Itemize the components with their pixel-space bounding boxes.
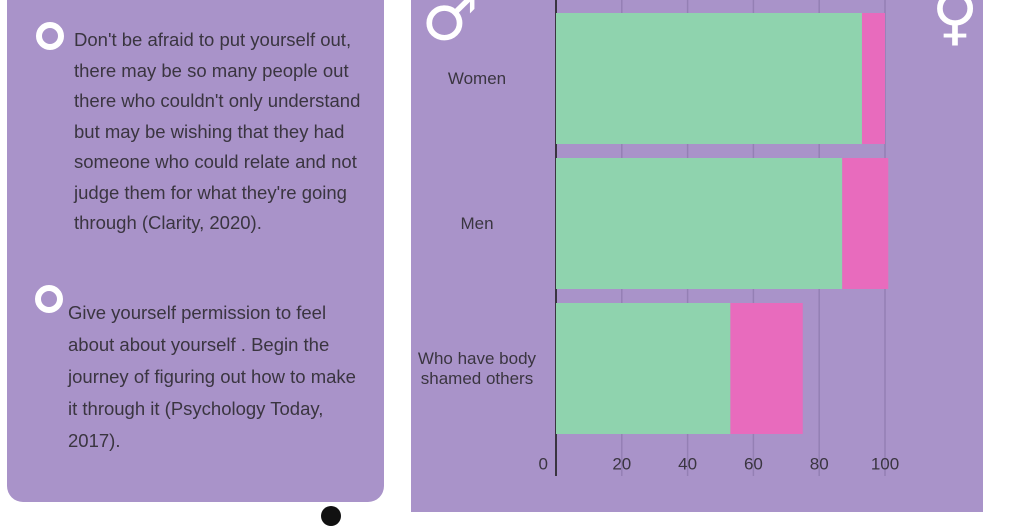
category-label: Who have body shamed others [417,348,537,388]
legend-symbol: ♀ [932,0,979,54]
x-tick-label: 40 [678,454,697,473]
tip-text: Don't be afraid to put yourself out, the… [74,29,361,233]
bar [556,13,862,144]
legend-symbol: ♂ [421,0,478,56]
bar [556,158,843,289]
bullet-icon [36,22,64,50]
x-tick-label: 80 [810,454,829,473]
bullet-icon [35,285,63,313]
tip-text: Give yourself permission to feel about a… [68,302,356,451]
chart: 0 20 40 60 80 100 ♂ ♀ [421,0,979,476]
page: Don't be afraid to put yourself out, the… [7,0,983,526]
bar [861,13,885,144]
category-label: Men [460,213,494,233]
bar [842,158,889,289]
x-tick-label: 100 [871,454,899,473]
x-tick-label: 20 [612,454,631,473]
tips-panel [7,0,384,502]
x-tick-label: 0 [539,454,548,473]
bar [556,303,731,434]
x-tick-label: 60 [744,454,763,473]
bar [730,303,803,434]
category-label: Women [447,68,507,88]
